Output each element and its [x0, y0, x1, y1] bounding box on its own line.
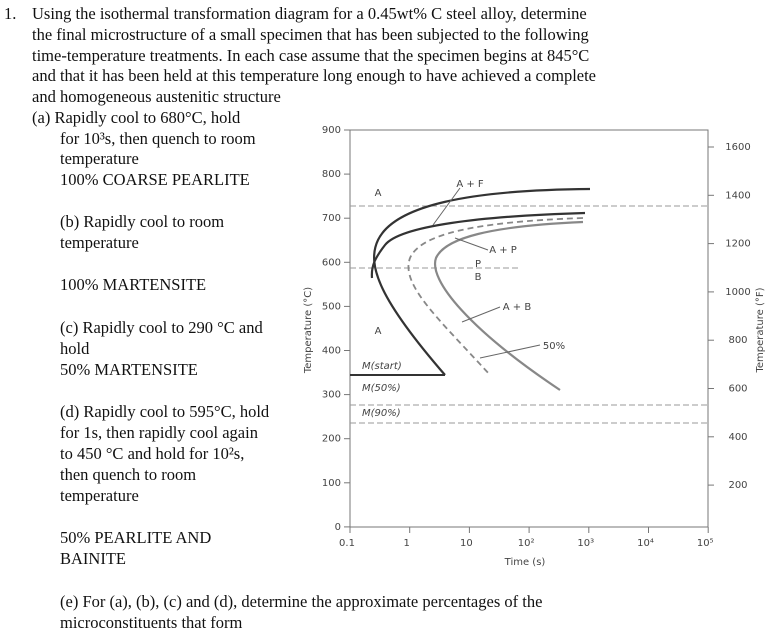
y2-tick-label: 1400 — [725, 190, 750, 201]
y-tick-label: 100 — [322, 478, 341, 489]
plot-frame — [349, 129, 709, 528]
question-line: and homogeneous austenitic structure — [32, 87, 281, 106]
part-line: (c) Rapidly cool to 290 °C and — [60, 318, 263, 337]
x-tick-label: 10³ — [577, 538, 594, 549]
part-line: temperature — [60, 233, 139, 252]
y-tick-label: 200 — [322, 434, 341, 445]
x-tick-label: 10⁴ — [637, 538, 654, 549]
answer-line: 50% PEARLITE AND — [60, 528, 212, 547]
part-line: then quench to room — [60, 465, 197, 484]
x-tick-label: 10² — [518, 538, 535, 549]
part-line: hold — [60, 339, 90, 358]
y2-axis-label: Temperature (°F) — [755, 287, 766, 373]
part-line: for 10³s, then quench to room — [60, 129, 256, 148]
region-label: B — [475, 272, 482, 283]
region-label: A + B — [503, 302, 532, 313]
start-curve — [373, 187, 591, 376]
answer-line: BAINITE — [60, 549, 126, 568]
region-label: A — [375, 188, 382, 199]
answer-line: 50% MARTENSITE — [60, 360, 198, 379]
part-line: (a) Rapidly cool to 680°C, hold — [32, 108, 241, 127]
fifty-percent-curve — [407, 217, 584, 376]
arrows — [432, 187, 541, 359]
part-line: temperature — [60, 149, 139, 168]
part-line: microconstituents that form — [60, 613, 243, 632]
question-line: Using the isothermal transformation diag… — [32, 4, 587, 23]
answer-line: 100% MARTENSITE — [60, 275, 207, 294]
region-label: 50% — [543, 341, 565, 352]
question-line: time-temperature treatments. In each cas… — [32, 46, 590, 65]
question-line: and that it has been held at this temper… — [32, 66, 597, 85]
y-tick-label: 400 — [322, 346, 341, 357]
question-line: the final microstructure of a small spec… — [32, 25, 589, 44]
part-line: to 450 °C and hold for 10²s, — [60, 444, 245, 463]
y-tick-label: 500 — [322, 301, 341, 312]
y-tick-label: 800 — [322, 169, 341, 180]
part-line: for 1s, then rapidly cool again — [60, 423, 258, 442]
y-tick-label: 300 — [322, 390, 341, 401]
part-line: (e) For (a), (b), (c) and (d), determine… — [60, 592, 543, 611]
part-line: (b) Rapidly cool to room — [60, 212, 225, 231]
pearlite-start-curve — [370, 211, 586, 279]
x-axis-label: Time (s) — [504, 557, 546, 568]
m-label: M(90%) — [362, 408, 401, 419]
y-axis-label: Temperature (°C) — [303, 287, 314, 374]
m-label: M(start) — [362, 361, 402, 372]
part-line: (d) Rapidly cool to 595°C, hold — [60, 402, 270, 421]
answer-line: 100% COARSE PEARLITE — [60, 170, 250, 189]
y-tick-label: 900 — [322, 125, 341, 136]
part-line: temperature — [60, 486, 139, 505]
y-tick-label: 0 — [335, 522, 341, 533]
x-tick-label: 10 — [460, 538, 473, 549]
finish-curve — [433, 220, 584, 391]
x-tick-label: 1 — [404, 538, 410, 549]
y2-tick-label: 800 — [728, 335, 747, 346]
y-tick-label: 600 — [322, 257, 341, 268]
x-tick-label: 10⁵ — [697, 538, 714, 549]
y2-tick-label: 200 — [728, 480, 747, 491]
region-label: P — [475, 259, 481, 270]
region-label: A + P — [489, 245, 517, 256]
x-tick-label: 0.1 — [339, 538, 355, 549]
y2-tick-label: 1200 — [725, 239, 750, 250]
y2-tick-label: 400 — [728, 432, 747, 443]
region-label: A + F — [456, 179, 484, 190]
y-tick-label: 700 — [322, 213, 341, 224]
y2-tick-label: 1000 — [725, 287, 750, 298]
y2-tick-label: 1600 — [725, 142, 750, 153]
m-label: M(50%) — [362, 383, 401, 394]
question-number: 1. — [4, 4, 17, 23]
y2-tick-label: 600 — [728, 384, 747, 395]
region-label: A — [375, 326, 382, 337]
